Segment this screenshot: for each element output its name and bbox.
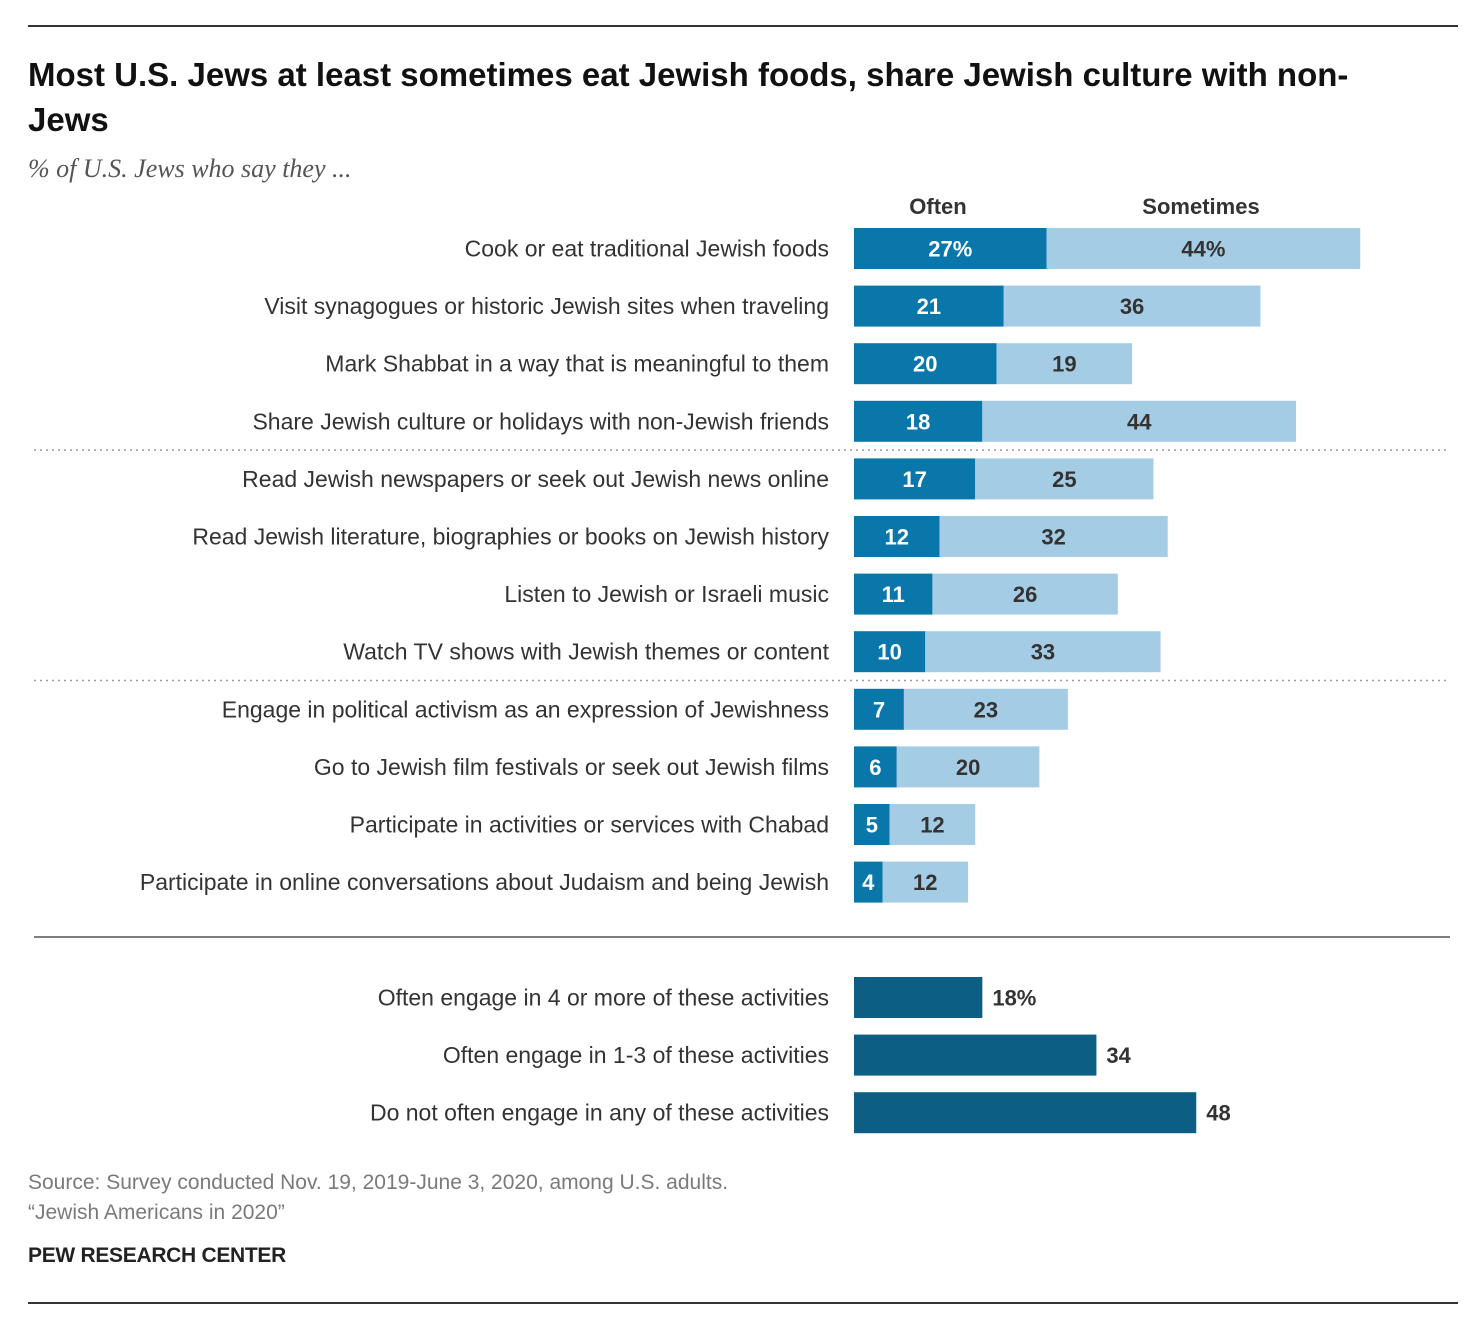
value-label-often: 20 — [913, 352, 937, 377]
category-label: Engage in political activism as an expre… — [222, 696, 829, 722]
bar-sometimes — [996, 343, 1133, 385]
bar-sometimes — [896, 746, 1040, 788]
legend-sometimes: Sometimes — [1142, 194, 1259, 219]
value-label-sometimes: 26 — [1013, 582, 1037, 607]
bar-often — [854, 631, 926, 673]
value-label-often: 10 — [877, 640, 901, 665]
value-label-sometimes: 20 — [956, 755, 980, 780]
category-label: Cook or eat traditional Jewish foods — [465, 236, 829, 262]
bar-often — [854, 573, 933, 615]
value-label-sometimes: 12 — [913, 870, 937, 895]
bar-often — [854, 400, 983, 442]
bar-sometimes — [932, 573, 1118, 615]
value-label-sometimes: 36 — [1120, 294, 1144, 319]
summary-bar — [854, 977, 983, 1018]
bar-often — [854, 285, 1004, 327]
value-label-sometimes: 12 — [920, 813, 944, 838]
summary-category-label: Often engage in 1-3 of these activities — [443, 1042, 829, 1068]
value-label-sometimes: 19 — [1052, 352, 1076, 377]
value-label-often: 27% — [928, 237, 972, 262]
category-label: Share Jewish culture or holidays with no… — [252, 408, 829, 434]
summary-category-label: Do not often engage in any of these acti… — [370, 1100, 829, 1126]
chart-subtitle: % of U.S. Jews who say they ... — [28, 154, 352, 183]
value-label-often: 17 — [902, 467, 926, 492]
bar-sometimes — [982, 400, 1297, 442]
category-label: Mark Shabbat in a way that is meaningful… — [325, 351, 829, 377]
category-label: Read Jewish literature, biographies or b… — [192, 524, 829, 550]
value-label-often: 18 — [906, 409, 930, 434]
summary-category-label: Often engage in 4 or more of these activ… — [378, 985, 829, 1011]
bar-sometimes — [925, 631, 1161, 673]
legend-often: Often — [909, 194, 966, 219]
category-label: Listen to Jewish or Israeli music — [504, 581, 829, 607]
bar-often — [854, 746, 897, 788]
category-label: Visit synagogues or historic Jewish site… — [264, 293, 829, 319]
bar-often — [854, 688, 904, 730]
value-label-often: 4 — [862, 870, 875, 895]
source-line-2: “Jewish Americans in 2020” — [28, 1201, 285, 1224]
value-label-often: 6 — [869, 755, 881, 780]
source-note: Source: Survey conducted Nov. 19, 2019-J… — [28, 1168, 728, 1228]
bottom-rule — [28, 1302, 1458, 1304]
bar-sometimes — [1046, 228, 1361, 269]
value-label-often: 11 — [882, 582, 905, 607]
value-label-often: 21 — [917, 294, 941, 319]
summary-bar — [854, 1034, 1097, 1076]
value-label-often: 12 — [885, 525, 909, 550]
source-line-1: Source: Survey conducted Nov. 19, 2019-J… — [28, 1171, 729, 1194]
summary-value-label: 18% — [992, 986, 1036, 1011]
value-label-sometimes: 25 — [1052, 467, 1076, 492]
category-label: Participate in online conversations abou… — [140, 869, 829, 895]
value-label-often: 7 — [873, 697, 885, 722]
top-rule — [28, 25, 1458, 27]
bar-often — [854, 228, 1047, 269]
category-label: Read Jewish newspapers or seek out Jewis… — [242, 466, 829, 492]
bar-often — [854, 458, 976, 500]
value-label-often: 5 — [866, 813, 878, 838]
summary-value-label: 34 — [1106, 1043, 1131, 1068]
bar-sometimes — [975, 458, 1154, 500]
bar-often — [854, 861, 883, 903]
bar-sometimes — [882, 861, 969, 903]
value-label-sometimes: 44% — [1181, 237, 1225, 262]
value-label-sometimes: 23 — [974, 697, 998, 722]
bar-sometimes — [903, 688, 1068, 730]
value-label-sometimes: 32 — [1041, 525, 1065, 550]
summary-value-label: 48 — [1206, 1101, 1230, 1126]
bar-sometimes — [1003, 285, 1261, 327]
category-label: Watch TV shows with Jewish themes or con… — [343, 639, 829, 665]
organization-name: PEW RESEARCH CENTER — [28, 1244, 286, 1267]
value-label-sometimes: 44 — [1127, 409, 1152, 434]
bar-often — [854, 516, 940, 557]
summary-bar — [854, 1092, 1197, 1134]
bar-often — [854, 343, 997, 385]
category-label: Go to Jewish film festivals or seek out … — [314, 754, 829, 780]
bar-often — [854, 804, 890, 845]
value-label-sometimes: 33 — [1031, 640, 1055, 665]
category-label: Participate in activities or services wi… — [350, 812, 829, 838]
bar-sometimes — [939, 516, 1168, 557]
chart-title: Most U.S. Jews at least sometimes eat Je… — [28, 56, 1349, 138]
bar-sometimes — [889, 804, 976, 845]
